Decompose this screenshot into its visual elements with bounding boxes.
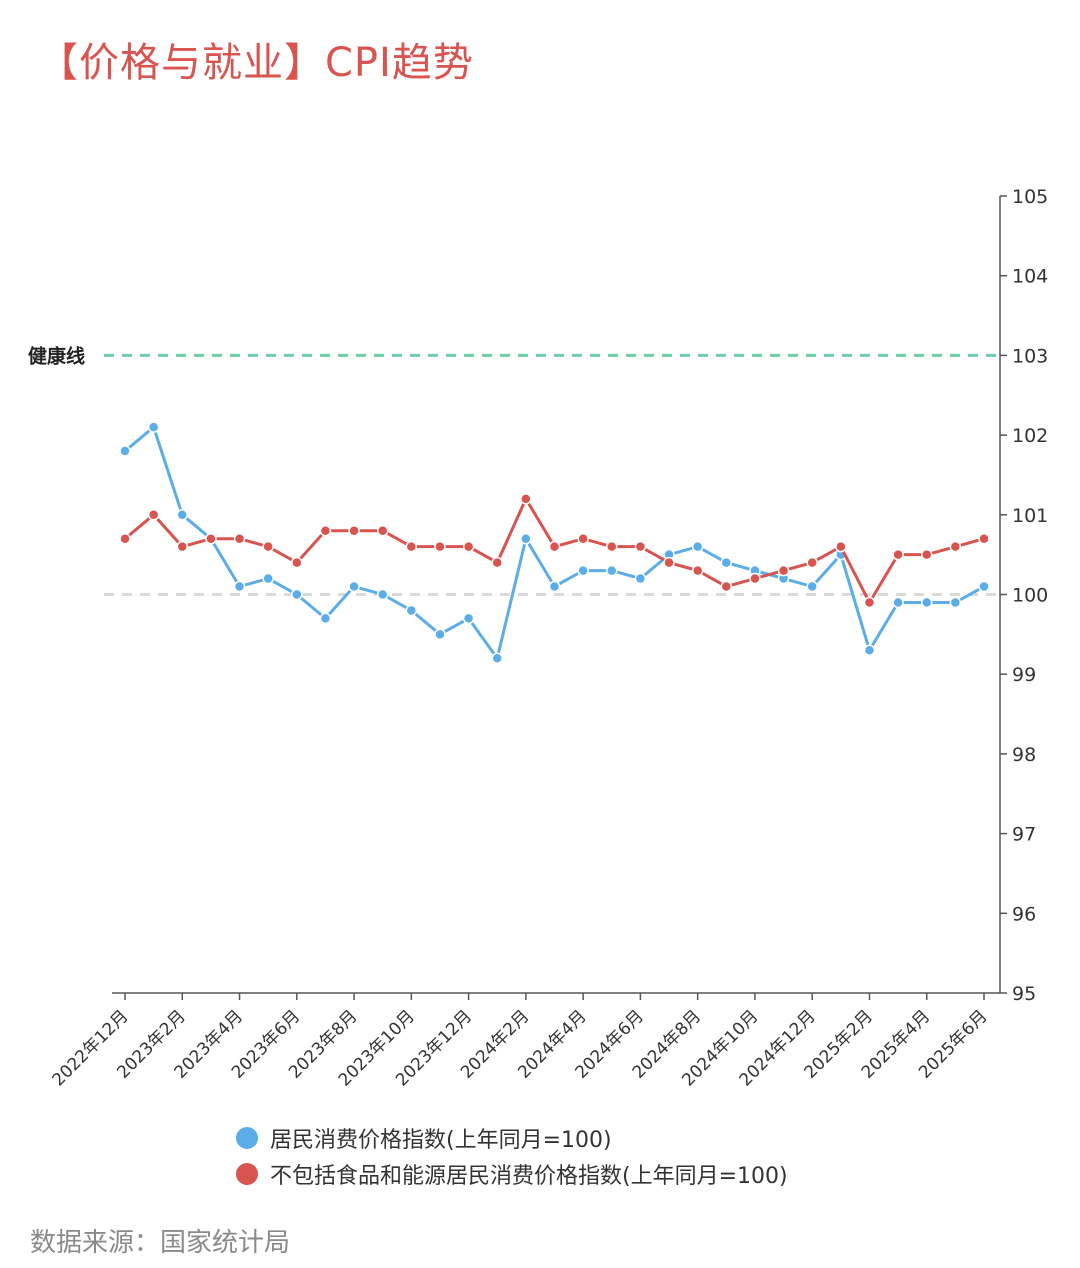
y-tick-label: 101: [1012, 505, 1048, 527]
legend-item-cpi[interactable]: 居民消费价格指数(上年同月=100): [236, 1120, 788, 1156]
cpi-data-point: [606, 564, 618, 577]
core-cpi-data-point: [863, 596, 876, 609]
core-cpi-data-point: [978, 532, 990, 545]
cpi-data-point: [920, 596, 933, 609]
cpi-data-point: [520, 532, 532, 545]
cpi-data-point: [978, 580, 990, 593]
data-source: 数据来源：国家统计局: [30, 1228, 291, 1258]
core-cpi-data-point: [749, 572, 761, 585]
y-tick-label: 103: [1012, 345, 1048, 367]
core-cpi-data-point: [434, 540, 446, 553]
x-tick-label: 2022年12月: [48, 1006, 132, 1090]
cpi-data-point: [462, 612, 475, 625]
cpi-data-point: [434, 628, 446, 641]
y-tick-label: 105: [1012, 186, 1048, 208]
core-cpi-data-point: [835, 540, 847, 553]
core-cpi-data-point: [520, 493, 532, 505]
core-cpi-data-point: [806, 556, 818, 569]
core-cpi-data-point: [663, 556, 675, 569]
legend-label-cpi: 居民消费价格指数(上年同月=100): [270, 1128, 612, 1153]
core-cpi-data-point: [548, 540, 561, 553]
core-cpi-data-point: [577, 532, 589, 545]
y-tick-label: 97: [1012, 824, 1036, 846]
cpi-data-point: [262, 572, 274, 585]
cpi-data-point: [233, 580, 246, 593]
cpi-data-point: [405, 604, 418, 617]
core-cpi-data-point: [691, 564, 704, 577]
cpi-data-point: [634, 572, 647, 585]
core-cpi-data-point: [376, 524, 389, 537]
core-cpi-data-point: [720, 580, 733, 593]
cpi-data-point: [548, 580, 561, 593]
cpi-data-point: [147, 421, 160, 433]
cpi-data-point: [949, 596, 962, 609]
core-cpi-data-point: [405, 540, 418, 553]
cpi-data-point: [291, 588, 303, 601]
core-cpi-data-point: [462, 540, 475, 553]
health-line-label: 健康线: [28, 344, 85, 367]
core-cpi-data-point: [920, 548, 933, 561]
cpi-data-point: [577, 564, 589, 577]
core-cpi-data-point: [176, 540, 189, 553]
chart-legend: 居民消费价格指数(上年同月=100) 不包括食品和能源居民消费价格指数(上年同月…: [236, 1120, 788, 1192]
core-cpi-data-point: [291, 556, 303, 569]
legend-marker-cpi: [236, 1127, 258, 1149]
y-tick-label: 100: [1012, 585, 1048, 607]
core-cpi-data-point: [205, 532, 217, 545]
y-tick-label: 102: [1012, 425, 1048, 447]
cpi-data-point: [491, 652, 503, 665]
cpi-data-point: [176, 509, 189, 521]
cpi-data-point: [806, 580, 818, 593]
core-cpi-data-point: [949, 540, 962, 553]
cpi-data-point: [376, 588, 389, 601]
core-cpi-data-point: [606, 540, 618, 553]
core-cpi-data-point: [119, 532, 131, 545]
legend-label-core-cpi: 不包括食品和能源居民消费价格指数(上年同月=100): [270, 1164, 788, 1189]
core-cpi-data-point: [892, 548, 904, 561]
core-cpi-data-point: [233, 532, 246, 545]
core-cpi-data-point: [348, 524, 360, 537]
core-cpi-data-point: [147, 509, 160, 521]
cpi-data-point: [720, 556, 733, 569]
cpi-data-point: [863, 644, 876, 657]
legend-item-core-cpi[interactable]: 不包括食品和能源居民消费价格指数(上年同月=100): [236, 1156, 788, 1192]
cpi-data-point: [691, 540, 704, 553]
page-title: 【价格与就业】CPI趋势: [38, 40, 474, 86]
core-cpi-data-point: [777, 564, 790, 577]
cpi-data-point: [348, 580, 360, 593]
core-cpi-data-point: [262, 540, 274, 553]
cpi-data-point: [119, 445, 131, 457]
cpi-data-point: [892, 596, 904, 609]
y-tick-label: 99: [1012, 664, 1036, 686]
core-cpi-data-point: [319, 524, 332, 537]
y-tick-label: 104: [1012, 266, 1048, 288]
y-tick-label: 95: [1012, 983, 1036, 1005]
core-cpi-data-point: [491, 556, 503, 569]
y-tick-label: 98: [1012, 744, 1036, 766]
legend-marker-core-cpi: [236, 1163, 258, 1185]
core-cpi-data-point: [634, 540, 647, 553]
cpi-data-point: [319, 612, 332, 625]
y-tick-label: 96: [1012, 903, 1036, 925]
